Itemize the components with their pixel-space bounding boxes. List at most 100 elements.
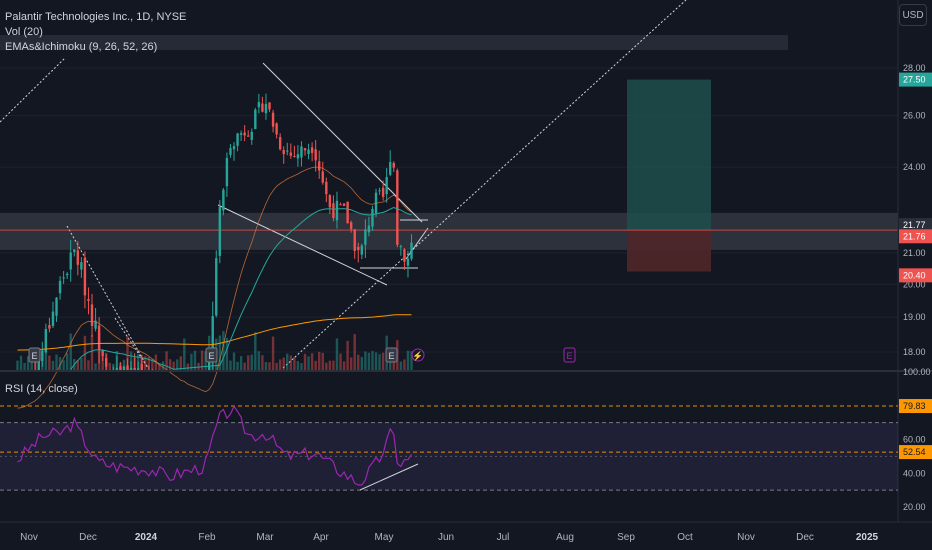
candle-body [389, 161, 392, 175]
volume-bar [151, 358, 154, 370]
volume-bar [165, 351, 168, 370]
candle-body [268, 102, 271, 110]
volume-bar [101, 357, 104, 370]
time-tick-label: 2024 [135, 532, 158, 543]
rsi-indicator-label[interactable]: RSI (14, close) [5, 383, 78, 395]
trend-line-dec-down [66, 225, 149, 369]
candle-body [133, 367, 136, 370]
volume-bar [225, 337, 229, 370]
volume-bar [129, 351, 133, 370]
candle-body [385, 177, 388, 195]
earnings-markers[interactable]: E E E E ⚡ [28, 347, 576, 363]
volume-bar [307, 356, 310, 370]
earnings-marker-label: E [31, 351, 37, 361]
candle-body [328, 195, 332, 208]
volume-bar [197, 362, 200, 370]
candle-body [364, 229, 367, 245]
volume-bar [87, 360, 90, 370]
candle-body [65, 273, 69, 276]
candle-body [105, 357, 108, 367]
volume-bar [268, 362, 271, 370]
volume-bar [236, 361, 239, 370]
volume-bar [172, 361, 175, 370]
volume-bar [278, 359, 282, 370]
volume-bar [264, 361, 268, 370]
candle-body [342, 203, 346, 206]
volume-bar [254, 332, 257, 370]
candle-body [399, 246, 403, 248]
volume-bar [69, 333, 72, 370]
candle-body [140, 363, 143, 370]
candle-body [101, 350, 104, 357]
price-tick-label: 24.00 [903, 162, 926, 172]
rsi-divergence-line[interactable] [359, 463, 419, 491]
volume-bar [183, 338, 186, 370]
candle-body [332, 203, 335, 219]
rsi-level-label-text: 79.83 [903, 401, 926, 411]
long-position-target-zone[interactable] [627, 79, 711, 231]
volume-bar [406, 350, 410, 370]
legend-highlight-bar [0, 35, 788, 50]
volume-bar [314, 360, 317, 370]
time-tick-label: Aug [556, 532, 574, 543]
rsi-axis[interactable]: 100.00 60.00 40.00 20.00 79.83 52.54 [899, 367, 932, 512]
volume-bar [48, 355, 51, 370]
candle-body [300, 146, 303, 158]
volume-indicator-label[interactable]: Vol (20) [5, 26, 43, 38]
price-axis[interactable]: 28.00 26.00 24.00 21.00 20.00 19.00 18.00 [903, 63, 926, 357]
volume-bar [232, 352, 236, 370]
candle-body [289, 152, 293, 156]
volume-bar [147, 356, 151, 370]
candle-body [367, 225, 371, 233]
candle-body [87, 299, 90, 301]
trend-line-channel-up [282, 0, 687, 369]
candle-body [62, 277, 65, 279]
rsi-level-label: 52.54 [899, 445, 932, 460]
candle-body [392, 162, 395, 168]
volume-bar [19, 355, 23, 370]
candle-body [94, 320, 97, 329]
volume-bar [367, 352, 371, 370]
volume-bar [257, 351, 261, 370]
candle-body [403, 249, 406, 262]
candle-body [303, 148, 307, 151]
time-tick-label: Oct [677, 532, 693, 543]
volume-bar [158, 363, 161, 370]
volume-bar [243, 362, 246, 370]
candle-body [115, 367, 119, 370]
long-position-stop-zone[interactable] [627, 230, 711, 272]
candle-body [275, 123, 278, 135]
volume-bar [403, 359, 406, 370]
candle-body [76, 250, 80, 265]
candle-body [335, 200, 339, 221]
volume-bar [90, 334, 94, 370]
candle-body [51, 311, 55, 326]
ema-52-line [70, 206, 412, 370]
time-axis[interactable]: Nov Dec 2024 Feb Mar Apr May Jun Jul Aug Sep Oct Nov… [20, 532, 878, 543]
candle-body [48, 325, 51, 329]
volume-bar [190, 353, 193, 370]
volume-bar [374, 352, 378, 370]
volume-bar [186, 363, 190, 370]
ema-indicator-label[interactable]: EMAs&Ichimoku (9, 26, 52, 26) [5, 41, 158, 53]
time-tick-label: 2025 [856, 532, 879, 543]
currency-button[interactable]: USD [899, 4, 927, 26]
candle-body [119, 366, 122, 370]
candle-body [346, 201, 349, 224]
candle-body [410, 242, 413, 259]
earnings-marker: E [28, 347, 41, 363]
candle-body [44, 328, 48, 353]
volume-bar [346, 340, 349, 370]
candle-body [396, 170, 399, 245]
earnings-marker-label: E [566, 351, 572, 361]
price-label: 20.40 [899, 268, 932, 283]
candle-body [97, 325, 101, 350]
volume-bar [318, 351, 321, 370]
price-tick-label: 19.00 [903, 312, 926, 322]
price-tick-label: 26.00 [903, 111, 926, 121]
candle-body [381, 187, 385, 197]
symbol-title[interactable]: Palantir Technologies Inc., 1D, NYSE [5, 11, 187, 23]
volume-bar [399, 361, 403, 370]
